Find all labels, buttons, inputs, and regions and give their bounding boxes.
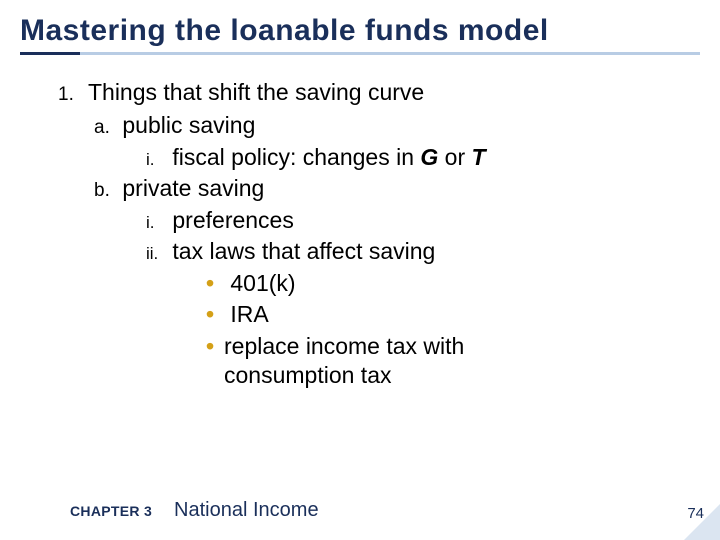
list-item-1a-i: i. fiscal policy: changes in G or T bbox=[58, 143, 680, 172]
corner-fold-icon bbox=[684, 504, 720, 540]
text-1a: public saving bbox=[122, 112, 255, 138]
text-1: Things that shift the saving curve bbox=[88, 79, 424, 105]
bullet-text-3: replace income tax with consumption tax bbox=[224, 332, 584, 391]
bullet-icon: • bbox=[206, 300, 224, 329]
list-item-1b: b. private saving bbox=[58, 174, 680, 203]
list-item-1b-i: i. preferences bbox=[58, 206, 680, 235]
title-bar: Mastering the loanable funds model bbox=[0, 0, 720, 66]
list-item-1b-ii: ii. tax laws that affect saving bbox=[58, 237, 680, 266]
text-1b-i: preferences bbox=[172, 207, 293, 233]
marker-1b: b. bbox=[94, 179, 116, 203]
content-area: 1. Things that shift the saving curve a.… bbox=[0, 66, 720, 390]
list-item-1a: a. public saving bbox=[58, 111, 680, 140]
bullet-replace-tax: • replace income tax with consumption ta… bbox=[58, 332, 680, 391]
var-G: G bbox=[420, 144, 438, 170]
list-item-1: 1. Things that shift the saving curve bbox=[58, 78, 680, 107]
marker-1a: a. bbox=[94, 116, 116, 140]
marker-1a-i: i. bbox=[146, 149, 166, 171]
chapter-label: CHAPTER 3 bbox=[70, 503, 152, 519]
bullet-401k: • 401(k) bbox=[58, 269, 680, 298]
footer: CHAPTER 3 National Income 74 bbox=[0, 499, 720, 522]
text-1a-i-mid: or bbox=[438, 144, 471, 170]
text-1b-ii: tax laws that affect saving bbox=[172, 238, 435, 264]
marker-1b-ii: ii. bbox=[146, 243, 166, 265]
text-1b: private saving bbox=[122, 175, 264, 201]
bullet-icon: • bbox=[206, 332, 224, 391]
title-underline bbox=[20, 52, 700, 58]
bullet-text-1: 401(k) bbox=[230, 270, 295, 296]
bullet-icon: • bbox=[206, 269, 224, 298]
bullet-ira: • IRA bbox=[58, 300, 680, 329]
var-T: T bbox=[472, 144, 486, 170]
marker-1b-i: i. bbox=[146, 212, 166, 234]
chapter-title: National Income bbox=[174, 499, 319, 522]
bullet-text-2: IRA bbox=[230, 301, 268, 327]
marker-1: 1. bbox=[58, 83, 82, 107]
slide-title: Mastering the loanable funds model bbox=[20, 14, 700, 48]
text-1a-i-prefix: fiscal policy: changes in bbox=[172, 144, 420, 170]
